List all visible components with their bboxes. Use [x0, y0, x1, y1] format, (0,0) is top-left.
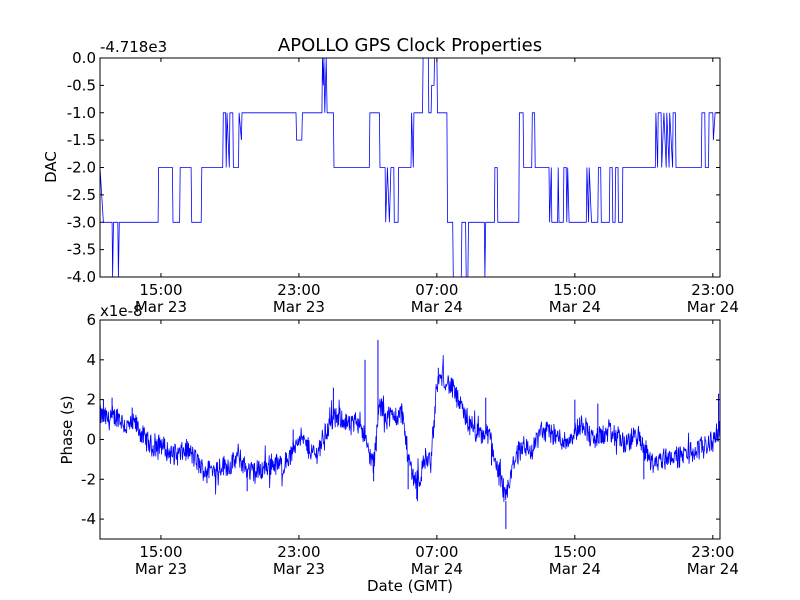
- phase-y-tick-label: 2: [86, 391, 96, 409]
- dac-x-tick-label-time: 15:00: [553, 281, 596, 299]
- dac-series-line: [100, 58, 720, 277]
- phase-x-tick-label-date: Mar 23: [273, 560, 325, 578]
- x-axis-label: Date (GMT): [367, 577, 453, 595]
- phase-x-tick-label-date: Mar 24: [687, 560, 739, 578]
- phase-y-tick-label: 4: [86, 351, 96, 369]
- dac-y-tick-label: -1.5: [67, 131, 96, 149]
- dac-y-axis: 0.0 -0.5 -1.0 -1.5 -2.0 -2.5 -3.0 -3.5 -4.0: [67, 49, 720, 286]
- phase-x-tick-label-date: Mar 23: [135, 560, 187, 578]
- dac-x-tick-label-time: 23:00: [691, 281, 734, 299]
- phase-plot-frame: [99, 319, 721, 540]
- phase-x-tick-label-time: 23:00: [691, 543, 734, 561]
- dac-x-tick-label-date: Mar 24: [687, 298, 739, 316]
- phase-y-tick-label: -2: [81, 470, 96, 488]
- dac-y-tick-label: -4.0: [67, 268, 96, 286]
- phase-y-tick-label: 0: [86, 430, 96, 448]
- dac-offset-label: -4.718e3: [100, 38, 167, 56]
- phase-y-axis: 6 4 2 0 -2 -4: [81, 311, 720, 528]
- phase-x-tick-label-time: 15:00: [553, 543, 596, 561]
- phase-y-axis-label: Phase (s): [58, 395, 76, 464]
- dac-y-tick-label: -0.5: [67, 76, 96, 94]
- phase-x-tick-label-time: 07:00: [415, 543, 458, 561]
- phase-x-tick-label-date: Mar 24: [549, 560, 601, 578]
- dac-x-tick-label-date: Mar 23: [135, 298, 187, 316]
- phase-y-tick-label: 6: [86, 311, 96, 329]
- dac-line: [100, 58, 720, 277]
- dac-x-tick-label-time: 07:00: [415, 281, 458, 299]
- dac-x-tick-label-date: Mar 24: [411, 298, 463, 316]
- phase-x-tick-label-date: Mar 24: [411, 560, 463, 578]
- phase-x-tick-label-time: 15:00: [139, 543, 182, 561]
- dac-x-tick-label-date: Mar 23: [273, 298, 325, 316]
- dac-y-tick-label: -1.0: [67, 104, 96, 122]
- dac-y-tick-label: -2.5: [67, 186, 96, 204]
- phase-offset-label: x1e-8: [100, 302, 143, 320]
- dac-axes: 0.0 -0.5 -1.0 -1.5 -2.0 -2.5 -3.0 -3.5 -4.0 15:0…: [42, 38, 739, 316]
- phase-line: [100, 339, 720, 530]
- phase-series-line: [100, 355, 720, 503]
- dac-y-tick-label: -3.5: [67, 241, 96, 259]
- dac-y-tick-label: -3.0: [67, 213, 96, 231]
- dac-x-tick-label-time: 15:00: [139, 281, 182, 299]
- chart-title: APOLLO GPS Clock Properties: [278, 35, 542, 56]
- phase-y-tick-label: -4: [81, 510, 96, 528]
- dac-x-tick-label-time: 23:00: [277, 281, 320, 299]
- dac-y-axis-label: DAC: [42, 151, 60, 183]
- dac-x-tick-label-date: Mar 24: [549, 298, 601, 316]
- phase-x-tick-label-time: 23:00: [277, 543, 320, 561]
- dac-y-tick-label: 0.0: [72, 49, 96, 67]
- dac-y-tick-label: -2.0: [67, 159, 96, 177]
